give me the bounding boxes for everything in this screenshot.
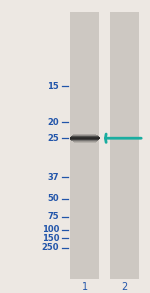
Text: 20: 20 (48, 118, 59, 127)
Bar (71, 136, 99, 137)
Text: 250: 250 (42, 243, 59, 252)
Text: 150: 150 (42, 234, 59, 243)
Text: 25: 25 (48, 134, 59, 143)
Text: 2: 2 (121, 282, 128, 292)
Text: 37: 37 (48, 173, 59, 182)
Bar (70, 11, 99, 279)
Bar (73, 141, 97, 142)
Bar (71, 140, 98, 141)
Bar (70, 139, 99, 140)
Bar (70, 137, 100, 138)
Text: 1: 1 (82, 282, 88, 292)
Bar (70, 138, 100, 139)
Bar (110, 11, 139, 279)
Text: 15: 15 (48, 82, 59, 91)
Text: 50: 50 (48, 194, 59, 203)
Text: 75: 75 (48, 212, 59, 221)
Bar (73, 134, 96, 135)
Bar (72, 135, 98, 136)
Text: 100: 100 (42, 225, 59, 234)
